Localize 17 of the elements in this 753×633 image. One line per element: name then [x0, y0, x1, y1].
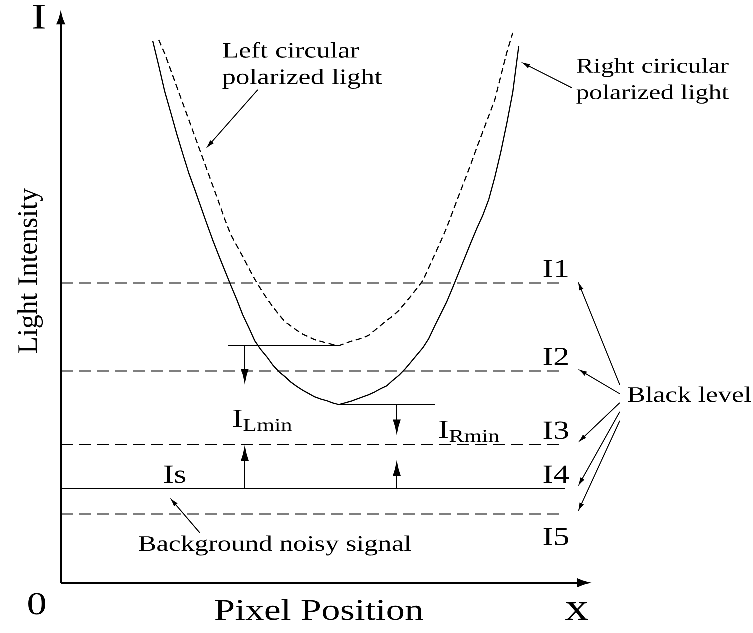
- text: Black level: [628, 386, 752, 402]
- ref-line-label: I4: [544, 466, 570, 483]
- ref-line-label: I2: [544, 348, 568, 366]
- annotation: Is: [164, 466, 186, 484]
- annotation: I$_{Rmin}$: [439, 420, 500, 442]
- series-label: Left circular polarized light: [222, 42, 382, 90]
- annotation: Background noisy signal: [139, 536, 412, 556]
- text: Right ciricular polarized light: [576, 58, 729, 104]
- annotation: I$_{Lmin}$: [233, 410, 292, 432]
- x-axis-title: Pixel Position: [215, 599, 424, 620]
- y-axis-title: Light Intensity: [18, 188, 44, 354]
- ref-line-label: I5: [544, 528, 568, 546]
- text: x: [566, 602, 588, 620]
- text: 0: [28, 593, 46, 615]
- ref-line-label: I1: [544, 260, 568, 278]
- text: I: [33, 5, 45, 29]
- ref-line-label: I3: [544, 422, 568, 440]
